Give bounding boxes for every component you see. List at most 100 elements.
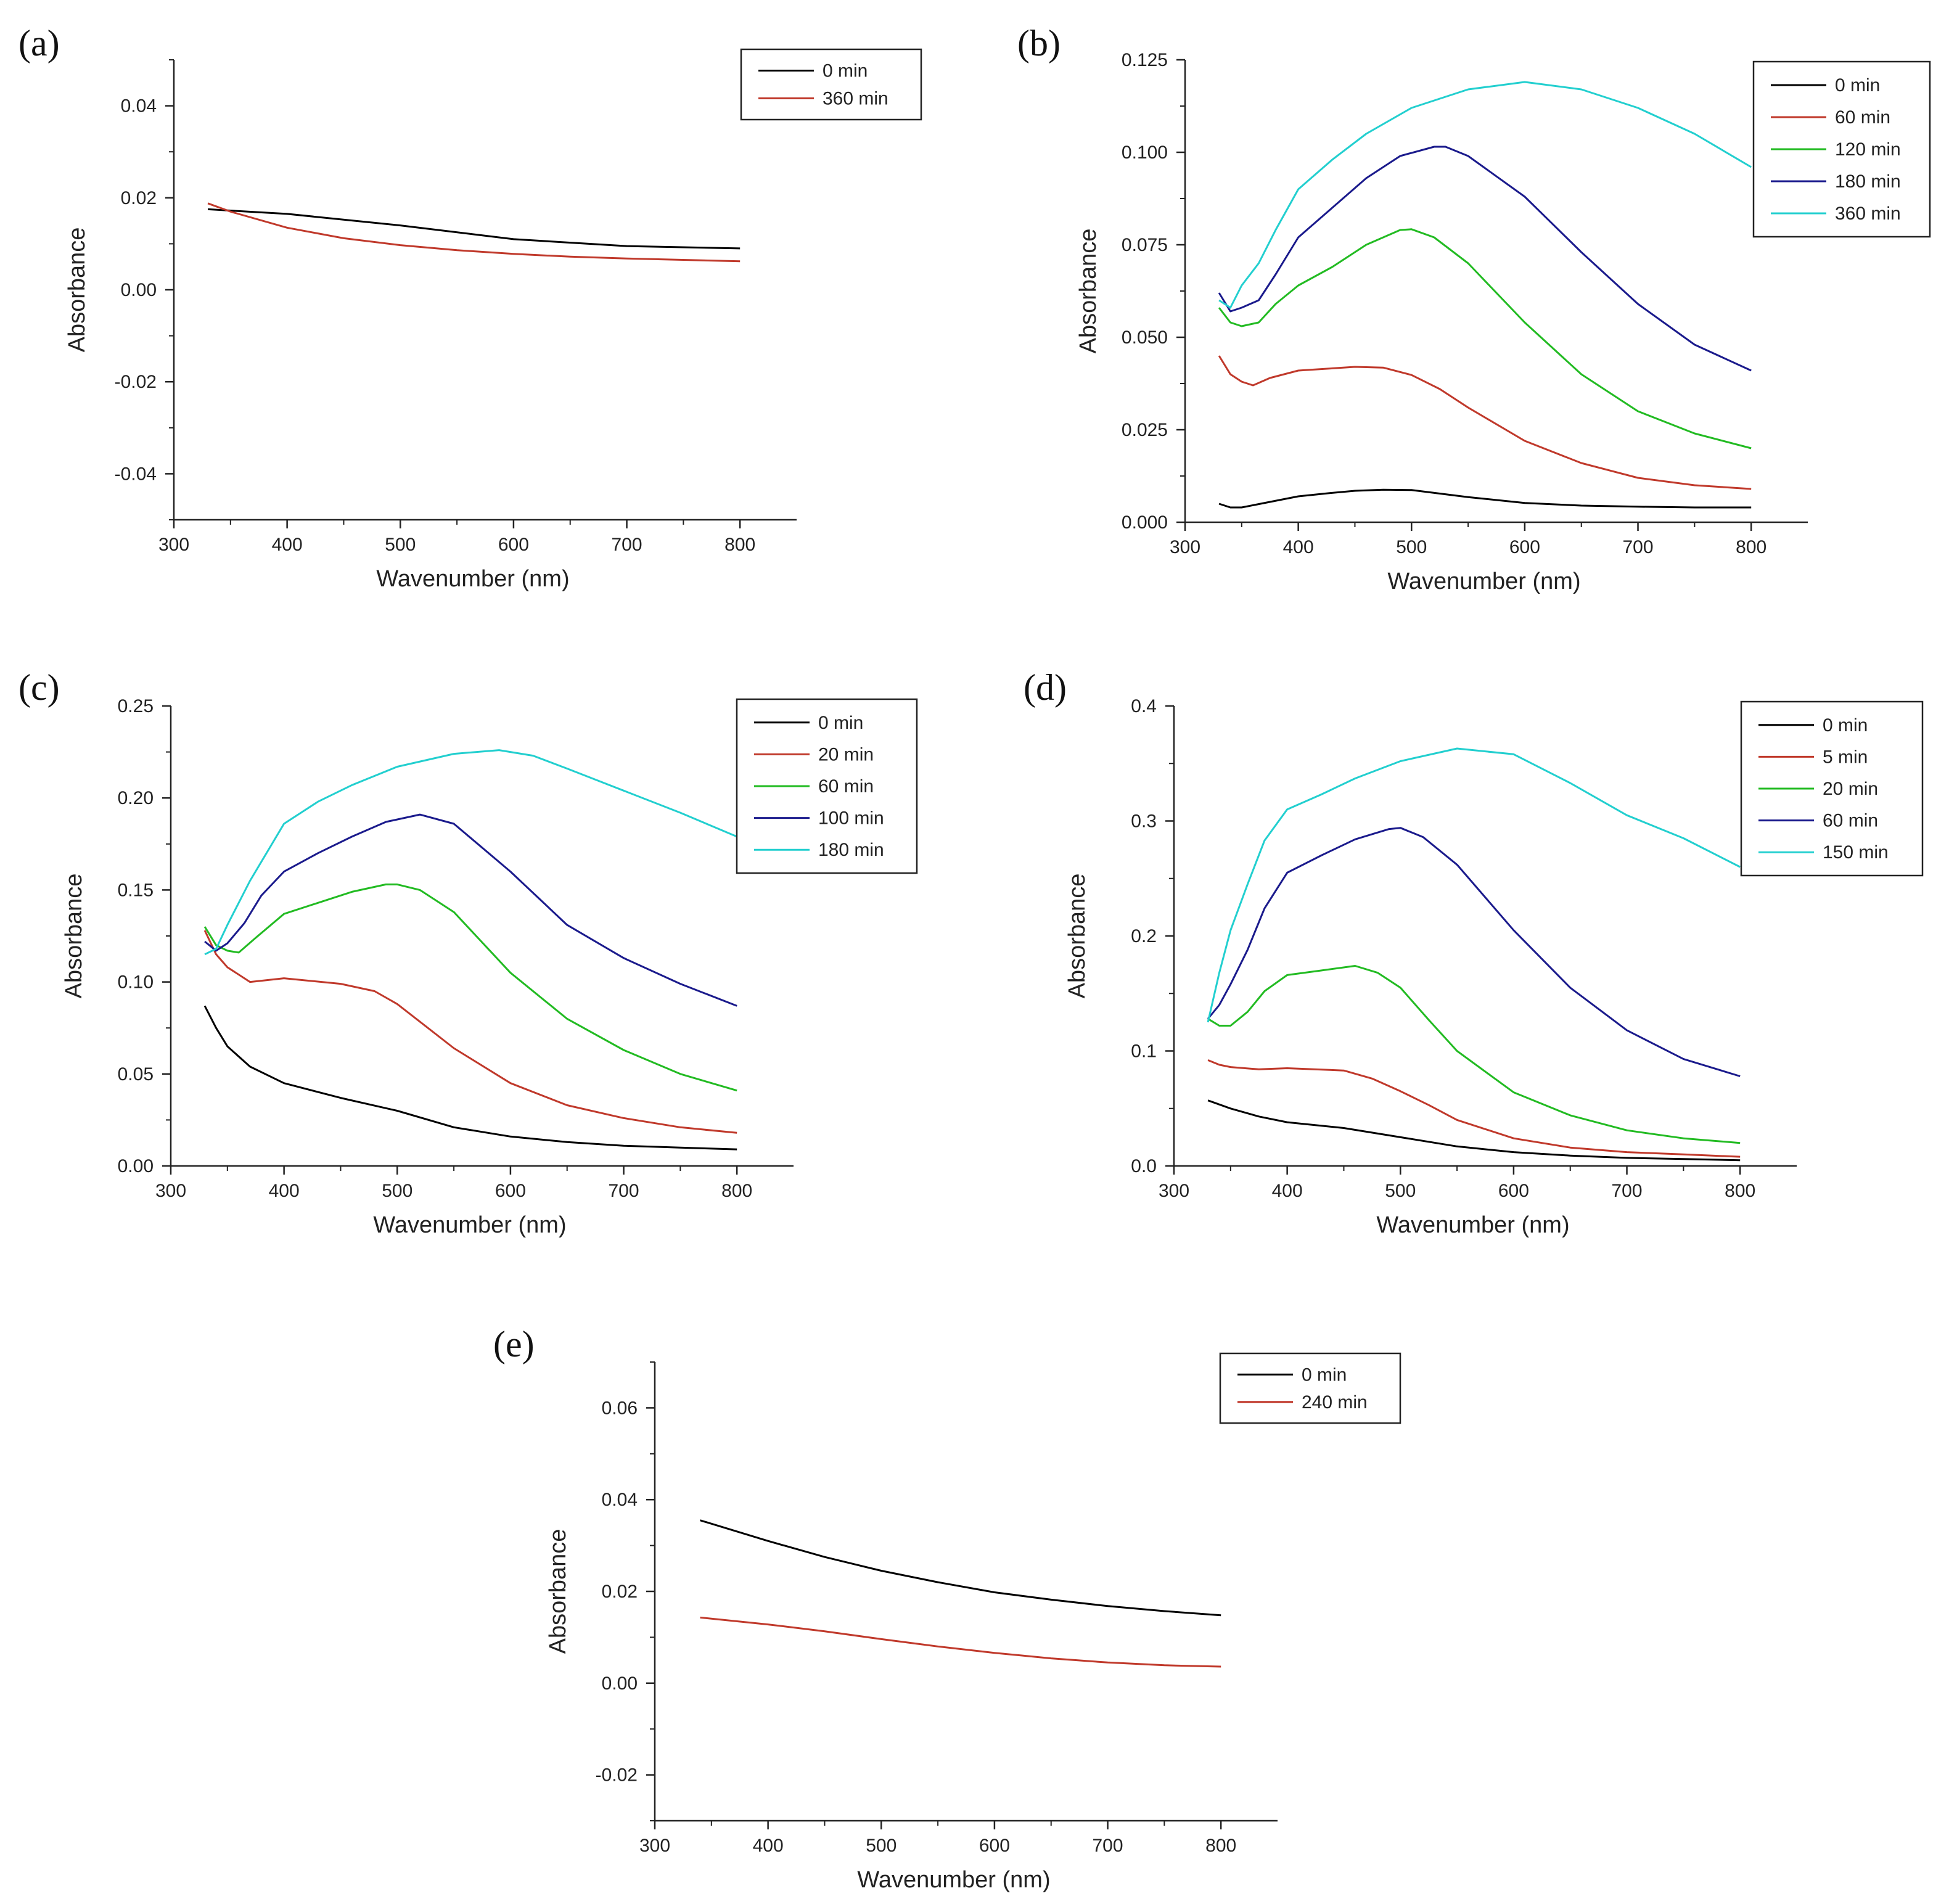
x-tick-label: 600 (979, 1836, 1010, 1856)
y-tick-label: 0.02 (121, 188, 157, 208)
series-line-100-min (204, 813, 737, 1007)
x-tick-label: 400 (269, 1181, 300, 1201)
panel-letter: (a) (18, 23, 60, 64)
series-line-20-min (203, 930, 737, 1134)
series-line-60-min (203, 883, 737, 1092)
series-line-180-min (1218, 146, 1752, 372)
series-line-0-min (1218, 488, 1752, 509)
x-tick-label: 300 (639, 1836, 670, 1856)
legend-entry: 180 min (818, 840, 884, 860)
y-tick-label: 0.20 (118, 788, 154, 808)
series-line-240-min (700, 1616, 1221, 1668)
legend-entry: 5 min (1823, 747, 1868, 767)
series-line-0-min (1207, 1099, 1741, 1162)
legend: 0 min 240 min (1219, 1352, 1401, 1424)
x-tick-label: 500 (1385, 1181, 1416, 1201)
y-tick-label: -0.02 (596, 1765, 638, 1786)
legend-entry: 0 min (1835, 75, 1880, 96)
y-tick-label: 0.02 (602, 1582, 638, 1602)
x-tick-label: 400 (272, 535, 303, 555)
y-tick-label: 0.0 (1131, 1156, 1157, 1176)
legend-entry: 150 min (1823, 842, 1889, 863)
legend-entry: 180 min (1835, 171, 1901, 192)
x-tick-label: 500 (382, 1181, 412, 1201)
series-line-120-min (1218, 228, 1752, 449)
x-tick-label: 600 (495, 1181, 526, 1201)
x-tick-label: 300 (155, 1181, 186, 1201)
panel-b: (b) 300 400 500 600 700 800 0.000 0.025 0.050 0.07… (1017, 23, 1931, 594)
panel-d: (d) 300 400 500 600 700 800 0.0 0.1 0.2 0.3 0.4 Wave… (1024, 667, 1924, 1238)
y-axis-title: Absorbance (64, 228, 90, 353)
x-tick-label: 600 (498, 535, 529, 555)
x-tick-label: 500 (866, 1836, 897, 1856)
y-tick-label: 0.3 (1131, 811, 1157, 832)
y-tick-label: 0.05 (118, 1064, 154, 1085)
series-line-0-min (203, 1005, 737, 1151)
legend-entry: 0 min (823, 61, 868, 81)
x-tick-label: 800 (1205, 1836, 1236, 1856)
y-tick-label: 0.050 (1122, 327, 1168, 348)
y-tick-label: 0.2 (1131, 926, 1157, 946)
x-tick-label: 700 (609, 1181, 639, 1201)
legend-entry: 120 min (1835, 139, 1901, 160)
series-line-0-min (700, 1519, 1221, 1617)
panel-letter: (b) (1017, 23, 1061, 64)
legend-entry: 60 min (818, 776, 874, 797)
y-tick-label: 0.15 (118, 880, 154, 900)
legend-entry: 360 min (1835, 203, 1901, 224)
x-axis-title: Wavenumber (nm) (857, 1867, 1050, 1893)
series-line-5-min (1207, 1059, 1741, 1158)
legend: 0 min 20 min 60 min 100 min 180 min (736, 698, 918, 874)
legend-entry: 0 min (1823, 715, 1868, 736)
legend: 0 min 60 min 120 min 180 min 360 min (1752, 60, 1931, 238)
series-line-60-min (1218, 355, 1752, 490)
x-tick-label: 600 (1498, 1181, 1529, 1201)
x-tick-label: 700 (1612, 1181, 1643, 1201)
y-tick-label: -0.04 (115, 464, 157, 484)
legend: 0 min 360 min (740, 48, 922, 121)
series-line-20-min (1207, 965, 1741, 1144)
x-tick-label: 500 (1396, 537, 1427, 557)
legend-entry: 20 min (1823, 779, 1878, 799)
x-axis-title: Wavenumber (nm) (376, 566, 569, 592)
y-tick-label: 0.100 (1122, 142, 1168, 163)
x-tick-label: 600 (1509, 537, 1540, 557)
panel-letter: (e) (493, 1324, 535, 1364)
series-line-0-min (208, 208, 741, 250)
x-tick-label: 400 (753, 1836, 784, 1856)
y-tick-label: 0.25 (118, 696, 154, 716)
legend-entry: 0 min (818, 713, 863, 733)
y-tick-label: 0.00 (121, 280, 157, 300)
legend-entry: 240 min (1302, 1392, 1368, 1413)
x-axis-title: Wavenumber (nm) (1376, 1212, 1569, 1238)
y-tick-label: 0.125 (1122, 50, 1168, 70)
x-tick-label: 700 (1623, 537, 1654, 557)
y-tick-label: 0.4 (1131, 696, 1157, 716)
series-line-360-min (207, 202, 741, 263)
y-tick-label: 0.1 (1131, 1041, 1157, 1062)
y-axis-title: Absorbance (1075, 229, 1101, 354)
legend-entry: 100 min (818, 808, 884, 829)
x-tick-label: 700 (1093, 1836, 1123, 1856)
y-tick-label: 0.000 (1122, 512, 1168, 533)
panel-letter: (c) (18, 667, 60, 708)
legend-entry: 360 min (823, 89, 888, 109)
legend-entry: 60 min (1823, 811, 1878, 831)
y-tick-label: -0.02 (115, 372, 157, 392)
x-tick-label: 500 (385, 535, 416, 555)
panel-letter: (d) (1024, 667, 1067, 708)
panel-c: (c) 300 400 500 600 700 800 0.00 0.05 0.10 0.15 0.2… (18, 667, 918, 1238)
legend-box (740, 48, 922, 121)
x-axis-title: Wavenumber (nm) (373, 1212, 566, 1238)
x-tick-label: 800 (1736, 537, 1766, 557)
y-tick-label: 0.06 (602, 1398, 638, 1418)
y-tick-label: 0.00 (118, 1156, 154, 1176)
x-tick-label: 800 (724, 535, 755, 555)
panel-e: (e) 300 400 500 600 700 800 -0.02 0.00 0.02 0.04 0.… (493, 1324, 1401, 1893)
y-axis-title: Absorbance (61, 874, 87, 999)
y-tick-label: 0.025 (1122, 420, 1168, 440)
y-axis-title: Absorbance (1064, 874, 1090, 999)
x-tick-label: 800 (721, 1181, 752, 1201)
y-axis-title: Absorbance (545, 1529, 571, 1654)
